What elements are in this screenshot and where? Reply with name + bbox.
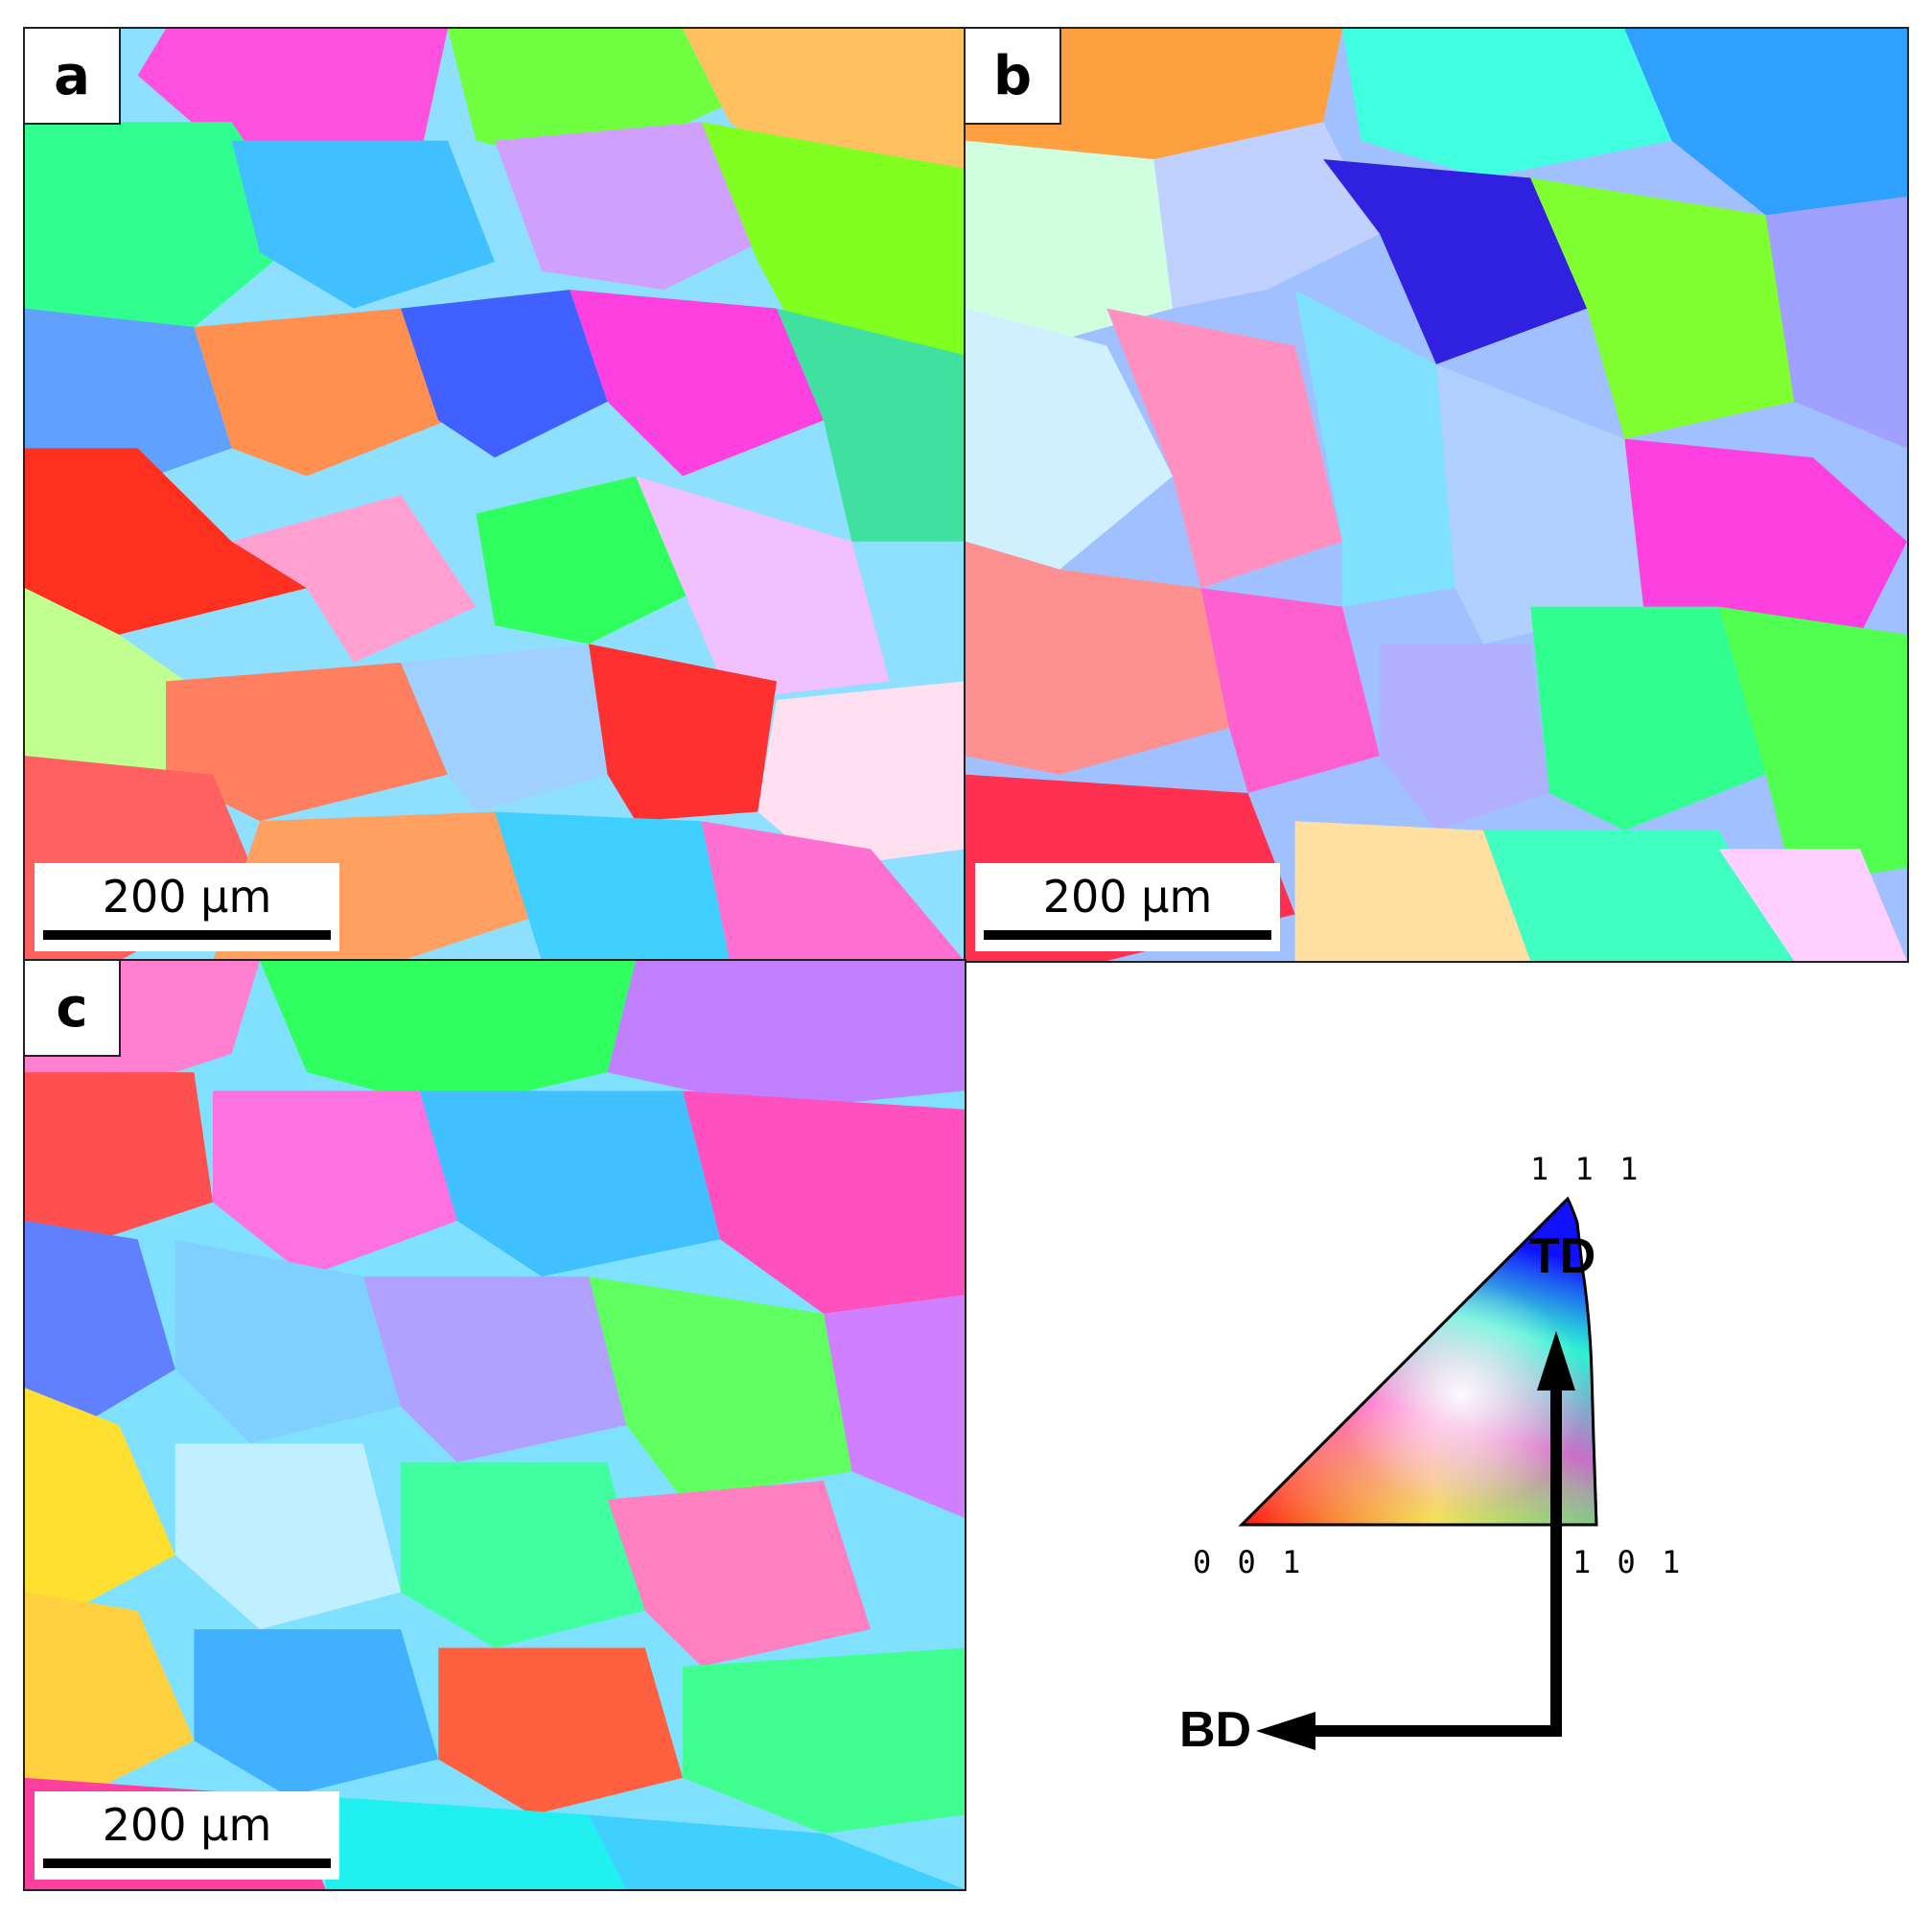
scale-label-c: 200 μm (102, 1799, 272, 1851)
label-001: 0 0 1 (1193, 1544, 1305, 1580)
bd-label: BD (1179, 1702, 1252, 1758)
ipf-triangle (1238, 1196, 1598, 1527)
td-arrow (1537, 1331, 1575, 1736)
ipf-legend: 1 1 1 0 0 1 1 0 1 TD BD (1151, 1122, 1688, 1758)
ebsd-map-b: b 200 μm (964, 27, 1909, 963)
ebsd-map-a: a 200 μm (23, 27, 966, 963)
bd-arrow (1256, 1712, 1562, 1750)
ebsd-map-c: c 200 μm (23, 959, 966, 1891)
scale-label-b: 200 μm (1042, 871, 1213, 923)
scale-bar-a: 200 μm (35, 863, 339, 951)
ipf-triangle-graphic (1238, 1196, 1598, 1750)
scale-label-a: 200 μm (102, 871, 272, 923)
scale-bar-line-c (43, 1859, 331, 1868)
panel-letter-c: c (25, 961, 121, 1057)
grain-map-a (25, 29, 965, 961)
grain-map-b (966, 29, 1907, 961)
grain-map-c (25, 961, 965, 1889)
scale-bar-c: 200 μm (35, 1791, 339, 1880)
td-label: TD (1529, 1228, 1596, 1284)
label-101: 1 0 1 (1572, 1544, 1685, 1580)
panel-letter-a: a (25, 29, 121, 125)
panel-letter-b: b (966, 29, 1061, 125)
scale-bar-line-a (43, 930, 331, 940)
scale-bar-line-b (984, 930, 1271, 940)
scale-bar-b: 200 μm (975, 863, 1280, 951)
label-111: 1 1 1 (1530, 1151, 1642, 1187)
